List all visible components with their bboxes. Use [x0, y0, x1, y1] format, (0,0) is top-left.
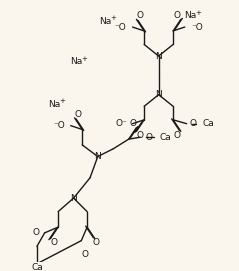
- Text: O: O: [51, 238, 58, 247]
- Text: O⁻: O⁻: [116, 119, 128, 128]
- Text: Na: Na: [48, 100, 60, 109]
- Text: +: +: [59, 98, 65, 104]
- Text: Ca: Ca: [160, 133, 171, 142]
- Text: N: N: [70, 193, 77, 203]
- Text: N: N: [155, 51, 162, 60]
- Text: ⁻O: ⁻O: [191, 22, 203, 31]
- Text: ⁻O: ⁻O: [53, 121, 65, 130]
- Text: O: O: [82, 250, 89, 259]
- Text: O: O: [33, 228, 40, 237]
- Text: O: O: [129, 119, 136, 128]
- Text: +: +: [195, 9, 201, 15]
- Text: ⁻O: ⁻O: [114, 22, 126, 31]
- Text: N: N: [155, 90, 162, 99]
- Text: +: +: [81, 56, 87, 62]
- Text: O: O: [137, 11, 144, 20]
- Text: O: O: [174, 131, 180, 140]
- Text: Ca: Ca: [31, 263, 43, 271]
- Text: Na: Na: [99, 17, 112, 26]
- Text: O: O: [137, 131, 144, 140]
- Text: O: O: [190, 119, 196, 128]
- Text: +: +: [110, 15, 116, 21]
- Text: Ca: Ca: [202, 119, 214, 128]
- Text: O: O: [145, 133, 152, 142]
- Text: N: N: [94, 152, 101, 161]
- Text: O: O: [93, 238, 100, 247]
- Text: O: O: [75, 109, 82, 118]
- Text: Na: Na: [70, 57, 83, 66]
- Text: O: O: [174, 11, 180, 20]
- Text: Na: Na: [185, 11, 197, 20]
